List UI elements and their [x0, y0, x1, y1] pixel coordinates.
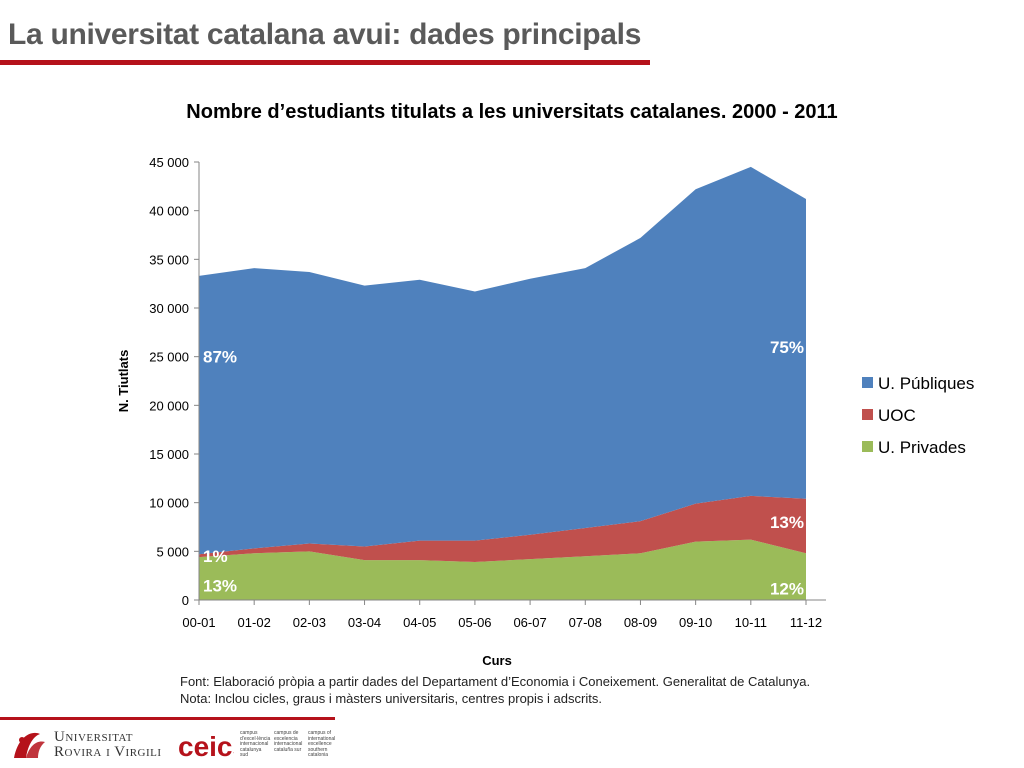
- y-tick-label: 35 000: [149, 252, 189, 267]
- x-tick-label: 05-06: [458, 615, 491, 630]
- ceics-blurb-en: campus of international excellence south…: [308, 730, 336, 759]
- title-underline: [0, 60, 650, 65]
- chart-legend: U. Públiques UOC U. Privades: [862, 374, 974, 457]
- ceics-emblem-icon: ceics: [178, 731, 234, 762]
- footer-rule: [0, 717, 335, 720]
- ceics-logo-text: ceics: [178, 731, 234, 762]
- x-tick-label: 01-02: [238, 615, 271, 630]
- data-label-percent: 1%: [203, 547, 228, 566]
- legend-swatch-u-publiques: [862, 377, 873, 388]
- y-tick-label: 45 000: [149, 155, 189, 170]
- legend-label-u-publiques: U. Públiques: [878, 374, 974, 393]
- data-label-percent: 12%: [770, 579, 804, 598]
- area-series-uoc: [199, 495, 806, 563]
- urv-emblem-icon: [14, 732, 45, 758]
- stacked-area-chart: Nombre d’estudiants titulats a les unive…: [116, 101, 974, 668]
- y-tick-label: 40 000: [149, 204, 189, 219]
- legend-swatch-u-privades: [862, 441, 873, 452]
- y-tick-label: 5 000: [156, 544, 189, 559]
- ceics-blurb-es: campus de excelencia internacional catal…: [274, 730, 303, 753]
- y-tick-label: 25 000: [149, 350, 189, 365]
- note-line: Nota: Inclou cicles, graus i màsters uni…: [180, 691, 602, 706]
- x-tick-label: 06-07: [513, 615, 546, 630]
- ceics-blurb-ca: campus d’excel·lència internacional cata…: [240, 730, 271, 759]
- x-tick-label: 07-08: [569, 615, 602, 630]
- urv-name-line2: Rovira i Virgili: [54, 744, 162, 760]
- source-note: Font: Elaboració pròpia a partir dades d…: [180, 673, 810, 707]
- y-tick-label: 10 000: [149, 496, 189, 511]
- data-label-percent: 75%: [770, 338, 804, 357]
- y-tick-label: 0: [182, 593, 189, 608]
- chart-title: Nombre d’estudiants titulats a les unive…: [186, 101, 837, 123]
- x-axis-label: Curs: [482, 653, 512, 668]
- x-tick-label: 04-05: [403, 615, 436, 630]
- data-label-percent: 87%: [203, 348, 237, 367]
- slide-title: La universitat catalana avui: dades prin…: [8, 18, 642, 51]
- legend-label-uoc: UOC: [878, 406, 916, 425]
- data-label-percent: 13%: [770, 513, 804, 532]
- area-series-u-privades: [199, 539, 806, 600]
- source-line: Font: Elaboració pròpia a partir dades d…: [180, 674, 811, 689]
- x-tick-label: 09-10: [679, 615, 712, 630]
- x-tick-label: 08-09: [624, 615, 657, 630]
- x-tick-label: 00-01: [182, 615, 215, 630]
- legend-label-u-privades: U. Privades: [878, 438, 966, 457]
- ceics-logo: ceics campus d’excel·lència internaciona…: [178, 728, 338, 762]
- y-tick-label: 15 000: [149, 447, 189, 462]
- area-series-u-publiques: [199, 166, 806, 555]
- legend-swatch-uoc: [862, 409, 873, 420]
- x-tick-label: 10-11: [735, 615, 767, 630]
- y-axis-label: N. Tiutlats: [116, 350, 131, 413]
- x-tick-label: 02-03: [293, 615, 326, 630]
- urv-logo: Universitat Rovira i Virgili: [10, 728, 162, 762]
- y-tick-label: 20 000: [149, 398, 189, 413]
- x-tick-label: 11-12: [790, 615, 822, 630]
- x-tick-label: 03-04: [348, 615, 381, 630]
- data-label-percent: 13%: [203, 576, 237, 595]
- y-tick-label: 30 000: [149, 301, 189, 316]
- urv-name-line1: Universitat: [54, 729, 134, 745]
